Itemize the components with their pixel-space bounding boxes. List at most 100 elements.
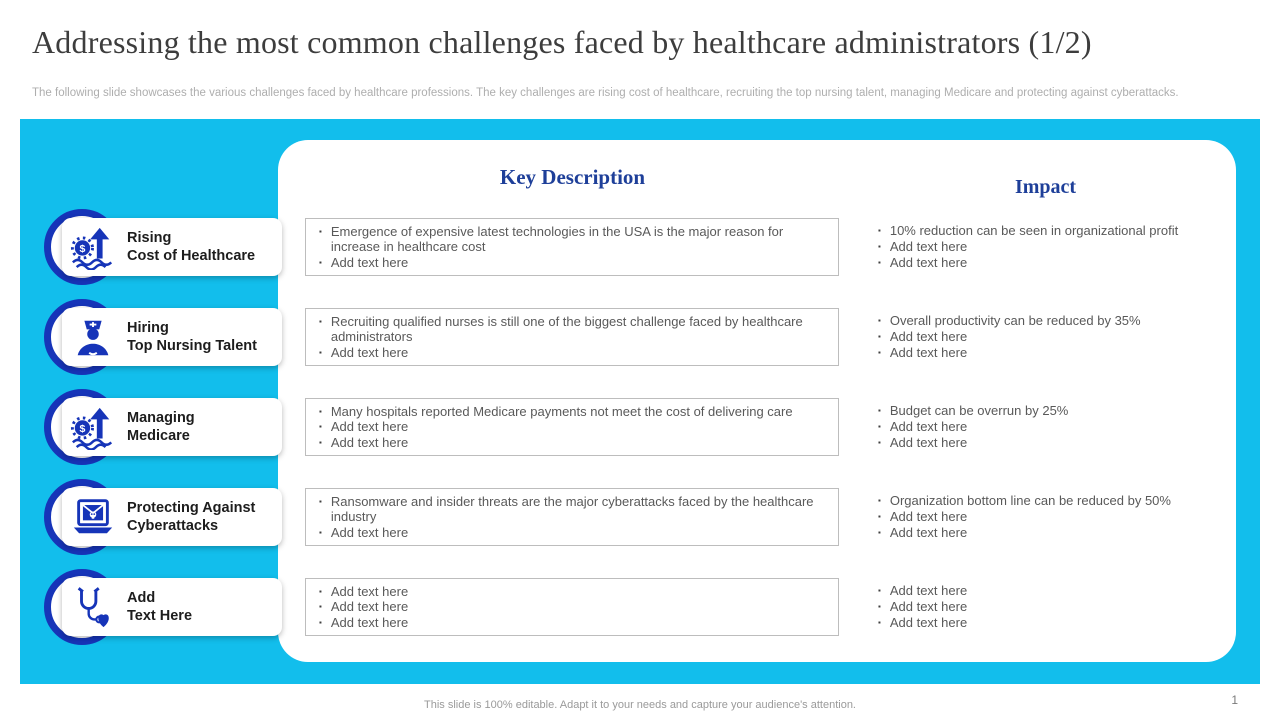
bullet-marker: ▪ (878, 226, 881, 235)
bullet-item: ▪ Add text here (878, 509, 1226, 525)
bullet-text: Add text here (330, 614, 409, 630)
bullet-item: ▪ Overall productivity can be reduced by … (878, 313, 1226, 329)
bullet-marker: ▪ (319, 527, 322, 537)
bullet-marker: ▪ (878, 348, 881, 357)
bullet-item: ▪ Many hospitals reported Medicare paymen… (319, 404, 828, 420)
bullet-text: Add text here (330, 434, 409, 450)
bullet-text: Add text here (889, 255, 968, 270)
bullet-marker: ▪ (878, 332, 881, 341)
bullet-marker: ▪ (319, 602, 322, 612)
challenge-label-line1: Hiring (127, 320, 169, 336)
bullet-marker: ▪ (319, 496, 322, 506)
bullet-item: ▪ Ransomware and insider threats are the … (319, 494, 828, 525)
bullet-text: Add text here (889, 615, 968, 630)
description-box: ▪ Ransomware and insider threats are the … (305, 488, 839, 546)
challenge-label-pill (62, 308, 282, 366)
challenge-label-line1: Add (127, 590, 156, 606)
bullet-marker: ▪ (878, 602, 881, 611)
money-growth-icon (70, 224, 116, 270)
bullet-text: Add text here (889, 419, 968, 434)
impact-cell: ▪ 10% reduction can be seen in organizati… (878, 202, 1226, 292)
bullet-text: Ransomware and insider threats are the m… (330, 493, 814, 525)
challenge-label-pill (62, 578, 282, 636)
impact-list: ▪ Budget can be overrun by 25% ▪ Add text h… (878, 403, 1226, 451)
bullet-marker: ▪ (319, 257, 322, 267)
bullet-item: ▪ Add text here (878, 419, 1226, 435)
challenge-row: Add Text Here ▪ Add text here ▪ Add text he… (0, 562, 1280, 652)
bullet-item: ▪ Budget can be overrun by 25% (878, 403, 1226, 419)
bullet-text: Add text here (889, 525, 968, 540)
bullet-text: Many hospitals reported Medicare payment… (330, 403, 793, 419)
bullet-text: Add text here (889, 239, 968, 254)
bullet-marker: ▪ (878, 242, 881, 251)
bullet-text: Add text here (889, 435, 968, 450)
bullet-marker: ▪ (878, 586, 881, 595)
bullet-marker: ▪ (319, 586, 322, 596)
bullet-text: Add text here (330, 419, 409, 435)
challenge-label-line1: Protecting Against (127, 500, 256, 516)
column-header-impact: Impact (1014, 176, 1077, 198)
challenge-label-line1: Managing (127, 410, 195, 426)
description-box: ▪ Many hospitals reported Medicare paymen… (305, 398, 839, 456)
challenge-row: Protecting Against Cyberattacks ▪ Ransomw… (0, 472, 1280, 562)
bullet-marker: ▪ (319, 422, 322, 432)
column-header-key-description: Key Description (499, 165, 646, 189)
challenge-label-line2: Text Here (127, 608, 193, 624)
nurse-icon (70, 314, 116, 360)
bullet-item: ▪ Add text here (878, 239, 1226, 255)
description-box: ▪ Recruiting qualified nurses is still on… (305, 308, 839, 366)
challenge-label: Managing Medicare (127, 398, 279, 456)
bullet-marker: ▪ (878, 496, 881, 505)
impact-cell: ▪ Organization bottom line can be reduced… (878, 472, 1226, 562)
bullet-text: Add text here (889, 583, 968, 598)
bullet-text: Budget can be overrun by 25% (889, 403, 1069, 418)
challenge-row: Managing Medicare ▪ Many hospitals report… (0, 382, 1280, 472)
bullet-marker: ▪ (319, 316, 322, 326)
bullet-marker: ▪ (878, 438, 881, 447)
description-box: ▪ Emergence of expensive latest technolog… (305, 218, 839, 276)
description-list: ▪ Add text here ▪ Add text here ▪ Add text he… (319, 584, 828, 631)
bullet-item: ▪ Add text here (319, 599, 828, 615)
bullet-item: ▪ Add text here (878, 329, 1226, 345)
bullet-text: Add text here (889, 345, 968, 360)
bullet-marker: ▪ (878, 406, 881, 415)
impact-list: ▪ Organization bottom line can be reduced… (878, 493, 1226, 541)
medicare-money-icon (70, 404, 116, 450)
bullet-marker: ▪ (319, 406, 322, 416)
bullet-item: ▪ Add text here (319, 419, 828, 435)
bullet-text: Add text here (889, 599, 968, 614)
page-title: Addressing the most common challenges fa… (32, 24, 1092, 60)
bullet-marker: ▪ (319, 617, 322, 627)
bullet-item: ▪ Add text here (878, 435, 1226, 451)
bullet-text: Add text here (889, 509, 968, 524)
bullet-marker: ▪ (319, 347, 322, 357)
impact-list: ▪ 10% reduction can be seen in organizati… (878, 223, 1226, 271)
description-list: ▪ Ransomware and insider threats are the … (319, 494, 828, 541)
challenge-row: Hiring Top Nursing Talent ▪ Recruiting qu… (0, 292, 1280, 382)
challenge-label-line2: Cyberattacks (127, 518, 219, 534)
footer-note: This slide is 100% editable. Adapt it to… (424, 699, 856, 711)
bullet-text: Add text here (330, 524, 409, 540)
bullet-marker: ▪ (878, 618, 881, 627)
bullet-marker: ▪ (878, 512, 881, 521)
page-number: 1 (1231, 693, 1238, 707)
challenge-label: Hiring Top Nursing Talent (127, 308, 279, 366)
bullet-item: ▪ Add text here (878, 615, 1226, 631)
bullet-item: ▪ Add text here (319, 345, 828, 361)
bullet-text: Add text here (330, 583, 409, 599)
impact-cell: ▪ Add text here ▪ Add text here ▪ Add text he… (878, 562, 1226, 652)
challenge-label: Rising Cost of Healthcare (127, 218, 279, 276)
bullet-marker: ▪ (878, 528, 881, 537)
challenge-label: Protecting Against Cyberattacks (127, 488, 279, 546)
bullet-marker: ▪ (319, 226, 322, 236)
bullet-item: ▪ Organization bottom line can be reduced… (878, 493, 1226, 509)
bullet-item: ▪ Add text here (878, 525, 1226, 541)
impact-list: ▪ Overall productivity can be reduced by … (878, 313, 1226, 361)
stethoscope-heart-icon (70, 584, 116, 630)
bullet-marker: ▪ (878, 258, 881, 267)
bullet-item: ▪ Add text here (319, 525, 828, 541)
bullet-item: ▪ Emergence of expensive latest technolog… (319, 224, 828, 255)
bullet-item: ▪ Recruiting qualified nurses is still on… (319, 314, 828, 345)
bullet-marker: ▪ (319, 437, 322, 447)
bullet-marker: ▪ (878, 316, 881, 325)
